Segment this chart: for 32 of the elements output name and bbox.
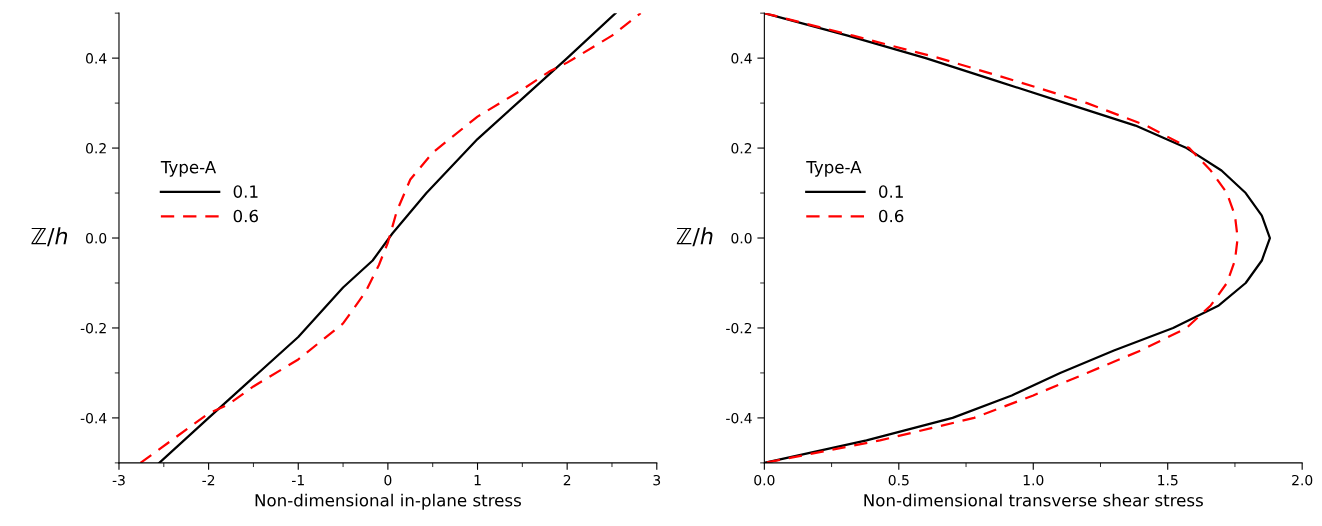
legend-label: 0.6 [233, 209, 258, 223]
legend-label: 0.1 [879, 185, 903, 198]
x-axis-title: Non-dimensional transverse shear stress [864, 493, 1203, 507]
x-tick-label: 2 [563, 474, 571, 486]
x-tick-label: 1.5 [1158, 475, 1178, 486]
y-tick-label: 0.4 [731, 53, 752, 64]
x-tick-label: -2 [202, 474, 215, 486]
y-axis-title: ℤ/ℎ [31, 227, 68, 247]
y-tick-label: -0.4 [80, 412, 107, 424]
y-tick-label: 0.4 [86, 53, 107, 64]
y-tick-label: -0.2 [726, 322, 752, 334]
y-tick-label: -0.4 [726, 412, 752, 424]
legend-title: Type-A [806, 161, 862, 177]
x-tick-label: 1 [474, 475, 481, 486]
y-tick-label: -0.2 [80, 322, 106, 334]
x-tick-label: 0.0 [754, 474, 775, 486]
legend-title: Type-A [160, 161, 217, 177]
y-tick-label: 0.2 [86, 143, 106, 154]
y-tick-label: 0.2 [731, 143, 752, 154]
x-tick-label: 1.0 [1023, 474, 1044, 486]
x-tick-label: -3 [112, 474, 125, 486]
x-tick-label: 3 [653, 474, 661, 486]
x-tick-label: 0.5 [888, 474, 909, 486]
x-tick-label: 0 [384, 474, 392, 486]
y-axis-title: ℤ/ℎ [676, 227, 713, 247]
x-tick-label: 2.0 [1292, 474, 1313, 486]
x-tick-label: -1 [292, 475, 304, 486]
legend-label: 0.6 [879, 209, 904, 223]
x-axis-title: Non-dimensional in-plane stress [255, 493, 521, 510]
y-tick-label: 0.0 [731, 232, 752, 244]
y-tick-label: 0.0 [86, 232, 107, 244]
legend-label: 0.1 [233, 185, 258, 198]
